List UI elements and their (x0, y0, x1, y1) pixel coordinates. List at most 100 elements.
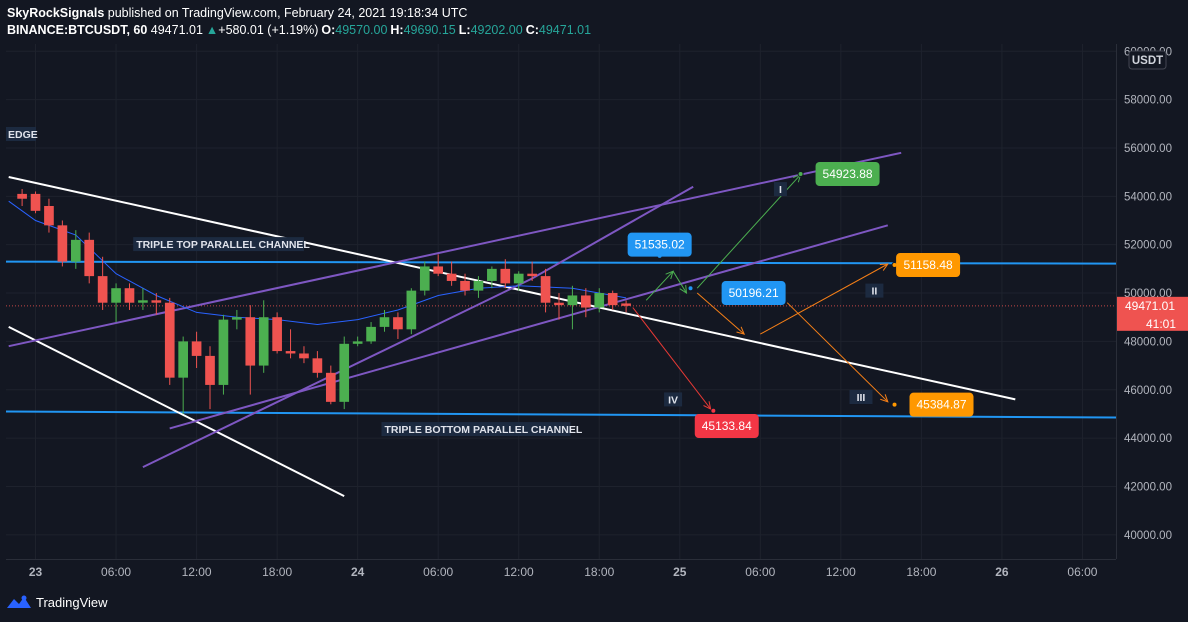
price-tag-text: 45133.84 (702, 419, 752, 433)
tag-anchor-dot (797, 171, 804, 178)
x-tick-label: 12:00 (182, 565, 212, 579)
price-tag-text: 54923.88 (823, 167, 873, 181)
low-label: L: (458, 23, 471, 37)
chart-header: SkyRockSignals published on TradingView.… (7, 5, 594, 39)
candle-down (325, 372, 336, 402)
candle-down (621, 303, 631, 306)
purple-trendline (169, 224, 889, 430)
high-value: 49690.15 (403, 23, 456, 37)
x-tick-label: 25 (673, 565, 687, 579)
arrow-head (679, 285, 688, 295)
projection-arrows (632, 173, 889, 411)
candle-up (379, 317, 390, 327)
price-tag (896, 253, 961, 278)
y-tick-label: 40000.00 (1124, 530, 1172, 542)
tag-anchor-dot (710, 407, 717, 414)
candle-down (124, 288, 135, 303)
wave-label: IV (668, 394, 678, 406)
y-tick-label: 52000.00 (1124, 240, 1172, 252)
wave-label-bg (849, 390, 873, 405)
candle-up (594, 293, 605, 308)
candle-up (178, 341, 189, 378)
brand-name: TradingView (36, 594, 108, 610)
candle-down (44, 205, 54, 226)
purple-trendline (8, 151, 902, 348)
candle-down (540, 276, 551, 303)
y-tick-label: 58000.00 (1124, 95, 1172, 107)
candle-down (527, 273, 537, 277)
candle-up (513, 273, 524, 284)
candle-up (232, 317, 242, 320)
arrow-head (879, 263, 889, 271)
candle-down (554, 302, 564, 306)
x-axis-ticks[interactable]: 23 06:00 12:00 18:00 24 06:00 12:00 18:00 25 06:0… (29, 565, 1098, 579)
moving-average-line (8, 200, 627, 326)
currency-badge[interactable]: USDT (1128, 50, 1167, 70)
candle-down (84, 239, 95, 277)
candle-up (258, 317, 269, 366)
price-tag (909, 392, 974, 417)
candle-down (57, 225, 68, 262)
candle-down (97, 276, 108, 303)
y-axis-ticks[interactable]: 40000.00 42000.00 44000.00 46000.00 48000.00… (1124, 46, 1172, 542)
edge-label-bg (6, 127, 36, 141)
countdown-text: 41:01 (1146, 317, 1176, 331)
projection-arrow (645, 270, 674, 301)
y-tick-label: 54000.00 (1124, 191, 1172, 203)
candle-up (339, 343, 350, 402)
x-tick-label: 06:00 (101, 565, 131, 579)
candle-down (460, 280, 470, 291)
y-tick-label: 48000.00 (1124, 336, 1172, 348)
candle-up (138, 300, 148, 303)
x-tick-label: 18:00 (906, 565, 936, 579)
price-tag-text: 51158.48 (904, 258, 953, 272)
x-tick-label: 06:00 (423, 565, 453, 579)
open-value: 49570.00 (335, 23, 388, 37)
candle-down (393, 317, 403, 330)
wave-label-bg (664, 392, 683, 407)
x-tick-label: 06:00 (745, 565, 775, 579)
candle-down (151, 300, 162, 303)
price-tag (815, 162, 880, 187)
publish-info: published on TradingView.com, February 2… (107, 6, 468, 20)
candle-down (285, 351, 296, 354)
author-name[interactable]: SkyRockSignals (7, 6, 105, 20)
footer-brand[interactable]: TradingView (6, 594, 108, 610)
projection-arrow (786, 302, 889, 403)
candle-up (352, 341, 363, 344)
y-tick-label: 46000.00 (1124, 385, 1172, 397)
candle-up (366, 326, 376, 342)
close-value: 49471.01 (538, 23, 592, 37)
price-tags: 51535.02 50196.21 54923.88 51158.48 45384.87… (627, 162, 974, 439)
wave-label-bg (865, 283, 884, 298)
x-tick-label: 06:00 (1067, 565, 1097, 579)
candle-up (473, 280, 484, 291)
last-price-badge: 49471.01 41:01 (1117, 296, 1188, 331)
symbol-name[interactable]: BINANCE:BTCUSDT, 60 (7, 23, 148, 37)
wave-label: III (857, 392, 866, 404)
candle-up (70, 239, 81, 262)
wave-label: I (779, 184, 782, 196)
y-tick-label: 56000.00 (1124, 143, 1172, 155)
tag-anchor-dot (687, 285, 694, 292)
price-tag-text: 51535.02 (635, 238, 685, 252)
candle-down (205, 355, 215, 385)
projection-arrow (672, 271, 687, 294)
x-tick-label: 26 (995, 565, 1009, 579)
x-tick-label: 12:00 (826, 565, 856, 579)
candles (17, 189, 631, 414)
x-tick-label: 12:00 (504, 565, 534, 579)
price-tag (694, 414, 759, 439)
channel-label-bg (133, 237, 304, 252)
change-arrow-icon: ▲ (205, 23, 219, 37)
arrow-head (880, 394, 889, 403)
arrow-head (665, 270, 674, 280)
ohlc-line: BINANCE:BTCUSDT, 60 49471.01 ▲+580.01 (+1… (7, 22, 594, 39)
chart-pane (6, 44, 1116, 559)
candle-down (299, 353, 309, 359)
tag-anchor-dot (891, 401, 898, 408)
currency-label: USDT (1132, 55, 1163, 67)
candle-down (607, 293, 618, 306)
